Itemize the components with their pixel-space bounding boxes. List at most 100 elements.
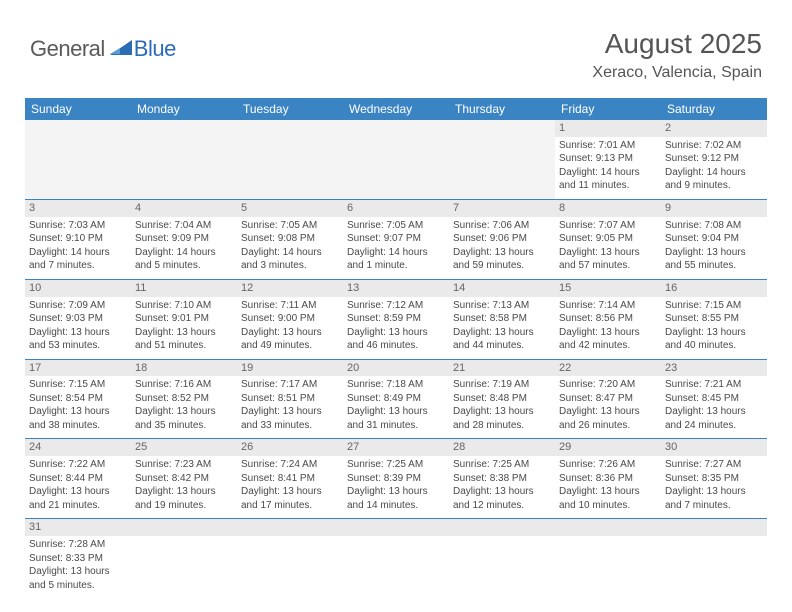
daylight-text: Daylight: 13 hours and 17 minutes. bbox=[241, 485, 339, 512]
calendar-week-row: 17Sunrise: 7:15 AMSunset: 8:54 PMDayligh… bbox=[25, 359, 767, 439]
calendar-day-cell: 7Sunrise: 7:06 AMSunset: 9:06 PMDaylight… bbox=[449, 199, 555, 279]
day-number: 26 bbox=[237, 439, 343, 456]
day-number: 30 bbox=[661, 439, 767, 456]
col-header: Tuesday bbox=[237, 98, 343, 120]
day-number: 29 bbox=[555, 439, 661, 456]
sunrise-text: Sunrise: 7:21 AM bbox=[665, 378, 763, 392]
sunrise-text: Sunrise: 7:27 AM bbox=[665, 458, 763, 472]
sunset-text: Sunset: 9:07 PM bbox=[347, 232, 445, 246]
daylight-text: Daylight: 13 hours and 46 minutes. bbox=[347, 326, 445, 353]
day-number: 19 bbox=[237, 360, 343, 377]
daylight-text: Daylight: 14 hours and 9 minutes. bbox=[665, 166, 763, 193]
sunrise-text: Sunrise: 7:09 AM bbox=[29, 299, 127, 313]
calendar-day-cell: 1Sunrise: 7:01 AMSunset: 9:13 PMDaylight… bbox=[555, 120, 661, 199]
sunrise-text: Sunrise: 7:24 AM bbox=[241, 458, 339, 472]
sunset-text: Sunset: 8:51 PM bbox=[241, 392, 339, 406]
calendar-day-cell bbox=[555, 519, 661, 598]
calendar-day-cell: 10Sunrise: 7:09 AMSunset: 9:03 PMDayligh… bbox=[25, 279, 131, 359]
day-number: 15 bbox=[555, 280, 661, 297]
sunset-text: Sunset: 8:49 PM bbox=[347, 392, 445, 406]
calendar-day-cell: 22Sunrise: 7:20 AMSunset: 8:47 PMDayligh… bbox=[555, 359, 661, 439]
sunset-text: Sunset: 8:42 PM bbox=[135, 472, 233, 486]
sunset-text: Sunset: 9:12 PM bbox=[665, 152, 763, 166]
calendar-day-cell: 28Sunrise: 7:25 AMSunset: 8:38 PMDayligh… bbox=[449, 439, 555, 519]
daylight-text: Daylight: 13 hours and 49 minutes. bbox=[241, 326, 339, 353]
sunrise-text: Sunrise: 7:26 AM bbox=[559, 458, 657, 472]
calendar-day-cell bbox=[343, 120, 449, 199]
calendar-day-cell: 2Sunrise: 7:02 AMSunset: 9:12 PMDaylight… bbox=[661, 120, 767, 199]
sunrise-text: Sunrise: 7:01 AM bbox=[559, 139, 657, 153]
sunset-text: Sunset: 8:36 PM bbox=[559, 472, 657, 486]
calendar-day-cell: 26 Sunrise: 7:24 AMSunset: 8:41 PMDayligh… bbox=[237, 439, 343, 519]
sunrise-text: Sunrise: 7:20 AM bbox=[559, 378, 657, 392]
calendar-day-cell bbox=[131, 519, 237, 598]
day-number: 8 bbox=[555, 200, 661, 217]
calendar-day-cell: 25 Sunrise: 7:23 AMSunset: 8:42 PMDayligh… bbox=[131, 439, 237, 519]
daylight-text: Daylight: 13 hours and 19 minutes. bbox=[135, 485, 233, 512]
calendar-day-cell: 5Sunrise: 7:05 AMSunset: 9:08 PMDaylight… bbox=[237, 199, 343, 279]
calendar-day-cell: 30Sunrise: 7:27 AMSunset: 8:35 PMDayligh… bbox=[661, 439, 767, 519]
daylight-text: Daylight: 13 hours and 7 minutes. bbox=[665, 485, 763, 512]
sunset-text: Sunset: 9:09 PM bbox=[135, 232, 233, 246]
calendar-day-cell: 21Sunrise: 7:19 AMSunset: 8:48 PMDayligh… bbox=[449, 359, 555, 439]
calendar-day-cell: 11Sunrise: 7:10 AMSunset: 9:01 PMDayligh… bbox=[131, 279, 237, 359]
sunset-text: Sunset: 8:48 PM bbox=[453, 392, 551, 406]
sunrise-text: Sunrise: 7:17 AM bbox=[241, 378, 339, 392]
day-number: 17 bbox=[25, 360, 131, 377]
sunrise-text: Sunrise: 7:15 AM bbox=[29, 378, 127, 392]
sunrise-text: Sunrise: 7:22 AM bbox=[29, 458, 127, 472]
daylight-text: Daylight: 13 hours and 12 minutes. bbox=[453, 485, 551, 512]
sunset-text: Sunset: 8:45 PM bbox=[665, 392, 763, 406]
day-number: 28 bbox=[449, 439, 555, 456]
calendar-day-cell: 3Sunrise: 7:03 AMSunset: 9:10 PMDaylight… bbox=[25, 199, 131, 279]
day-number: 1 bbox=[555, 120, 661, 137]
day-number: 11 bbox=[131, 280, 237, 297]
sunset-text: Sunset: 9:06 PM bbox=[453, 232, 551, 246]
calendar-day-cell: 9Sunrise: 7:08 AMSunset: 9:04 PMDaylight… bbox=[661, 199, 767, 279]
sunset-text: Sunset: 8:58 PM bbox=[453, 312, 551, 326]
day-number: 2 bbox=[661, 120, 767, 137]
sunrise-text: Sunrise: 7:10 AM bbox=[135, 299, 233, 313]
sunrise-text: Sunrise: 7:13 AM bbox=[453, 299, 551, 313]
col-header: Saturday bbox=[661, 98, 767, 120]
day-number: 25 bbox=[131, 439, 237, 456]
day-number: 9 bbox=[661, 200, 767, 217]
day-number: 22 bbox=[555, 360, 661, 377]
day-number: 21 bbox=[449, 360, 555, 377]
sunrise-text: Sunrise: 7:23 AM bbox=[135, 458, 233, 472]
daylight-text: Daylight: 13 hours and 59 minutes. bbox=[453, 246, 551, 273]
sunset-text: Sunset: 8:33 PM bbox=[29, 552, 127, 566]
col-header: Sunday bbox=[25, 98, 131, 120]
logo-text-blue: Blue bbox=[134, 36, 176, 62]
daylight-text: Daylight: 14 hours and 1 minute. bbox=[347, 246, 445, 273]
calendar-day-cell: 17Sunrise: 7:15 AMSunset: 8:54 PMDayligh… bbox=[25, 359, 131, 439]
logo: General Blue bbox=[30, 36, 176, 62]
sunset-text: Sunset: 8:54 PM bbox=[29, 392, 127, 406]
sunset-text: Sunset: 8:52 PM bbox=[135, 392, 233, 406]
sunset-text: Sunset: 9:03 PM bbox=[29, 312, 127, 326]
calendar-day-cell bbox=[661, 519, 767, 598]
sunset-text: Sunset: 8:41 PM bbox=[241, 472, 339, 486]
day-number: 3 bbox=[25, 200, 131, 217]
calendar-day-cell: 6Sunrise: 7:05 AMSunset: 9:07 PMDaylight… bbox=[343, 199, 449, 279]
calendar-day-cell: 29 Sunrise: 7:26 AMSunset: 8:36 PMDayligh… bbox=[555, 439, 661, 519]
sunset-text: Sunset: 8:44 PM bbox=[29, 472, 127, 486]
day-number: 20 bbox=[343, 360, 449, 377]
daylight-text: Daylight: 13 hours and 31 minutes. bbox=[347, 405, 445, 432]
daylight-text: Daylight: 13 hours and 38 minutes. bbox=[29, 405, 127, 432]
calendar-header-row: Sunday Monday Tuesday Wednesday Thursday… bbox=[25, 98, 767, 120]
calendar-day-cell: 4Sunrise: 7:04 AMSunset: 9:09 PMDaylight… bbox=[131, 199, 237, 279]
day-number: 5 bbox=[237, 200, 343, 217]
day-number: 13 bbox=[343, 280, 449, 297]
daylight-text: Daylight: 13 hours and 10 minutes. bbox=[559, 485, 657, 512]
calendar-week-row: 3Sunrise: 7:03 AMSunset: 9:10 PMDaylight… bbox=[25, 199, 767, 279]
day-number: 10 bbox=[25, 280, 131, 297]
sunrise-text: Sunrise: 7:07 AM bbox=[559, 219, 657, 233]
sunrise-text: Sunrise: 7:05 AM bbox=[347, 219, 445, 233]
sunset-text: Sunset: 8:55 PM bbox=[665, 312, 763, 326]
calendar-week-row: 31Sunrise: 7:28 AMSunset: 8:33 PMDayligh… bbox=[25, 519, 767, 598]
day-number: 31 bbox=[25, 519, 131, 536]
calendar-day-cell: 20Sunrise: 7:18 AMSunset: 8:49 PMDayligh… bbox=[343, 359, 449, 439]
calendar-body: 1Sunrise: 7:01 AMSunset: 9:13 PMDaylight… bbox=[25, 120, 767, 598]
sunrise-text: Sunrise: 7:12 AM bbox=[347, 299, 445, 313]
